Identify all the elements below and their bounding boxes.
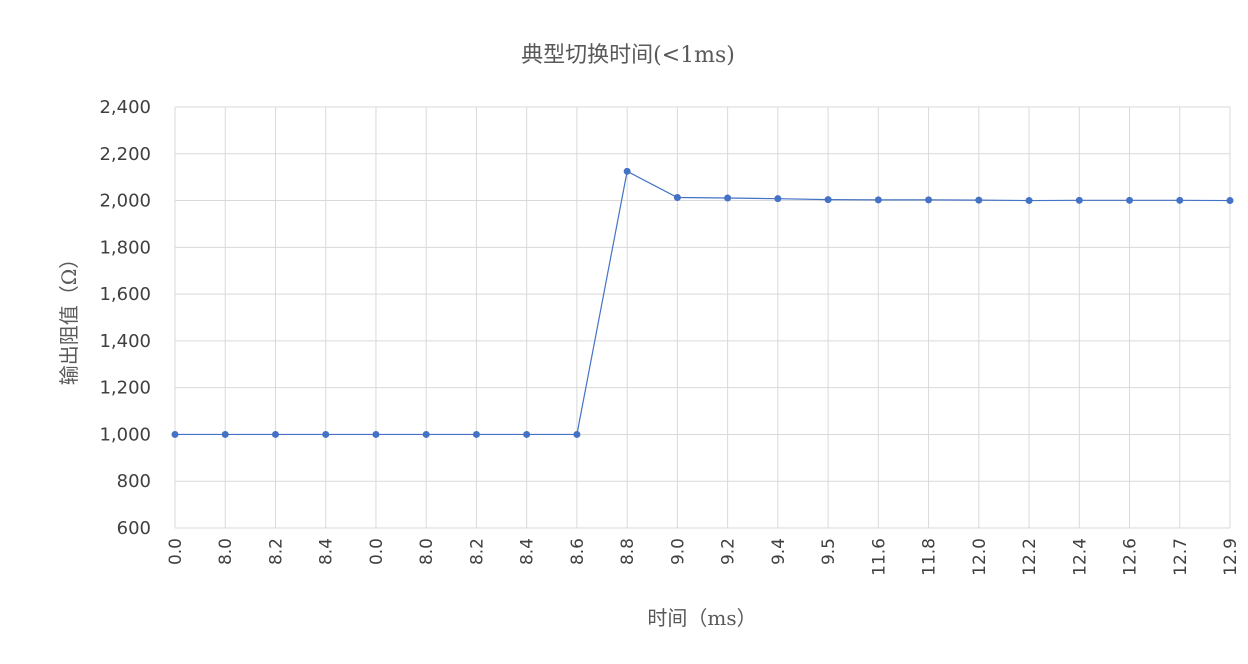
data-point: [774, 195, 782, 203]
x-tick-label: 12.4: [1070, 538, 1090, 576]
x-tick-label: 8.2: [266, 538, 286, 565]
chart-title: 典型切换时间(<1ms): [521, 43, 735, 68]
data-point: [171, 430, 179, 438]
y-tick-label: 2,400: [99, 97, 151, 118]
data-point: [1025, 197, 1033, 205]
y-tick-label: 1,400: [99, 331, 151, 352]
y-tick-label: 1,200: [99, 378, 151, 399]
x-tick-label: 8.6: [568, 538, 588, 565]
series: [171, 167, 1234, 438]
data-point: [221, 430, 229, 438]
x-axis-title: 时间（ms）: [647, 606, 756, 630]
y-tick-label: 2,000: [99, 191, 151, 212]
data-point: [472, 430, 480, 438]
y-tick-label: 1,600: [99, 284, 151, 305]
x-tick-label: 9.4: [769, 538, 789, 565]
data-point: [724, 194, 732, 202]
y-tick-label: 800: [117, 471, 151, 492]
x-tick-label: 8.0: [216, 538, 236, 565]
data-point: [1176, 196, 1184, 204]
x-tick-label: 12.6: [1121, 538, 1141, 576]
data-point: [824, 196, 832, 204]
x-tick-label: 0.0: [367, 538, 387, 565]
data-point: [1226, 197, 1234, 205]
y-axis-ticks: 600 800 1,000 1,200 1,400 1,600 1,800 2,000 2,20…: [99, 97, 151, 539]
x-tick-label: 9.2: [719, 538, 739, 565]
data-point: [271, 430, 279, 438]
y-tick-label: 1,800: [99, 237, 151, 258]
x-tick-label: 12.9: [1221, 538, 1241, 576]
series-line: [175, 170, 1231, 436]
x-tick-label: 12.2: [1020, 538, 1040, 576]
data-point: [573, 430, 581, 438]
grid: [174, 106, 1231, 529]
x-tick-label: 8.0: [417, 538, 437, 565]
x-tick-label: 12.7: [1171, 538, 1191, 576]
data-point: [422, 430, 430, 438]
y-tick-label: 600: [117, 518, 151, 539]
x-tick-label: 9.5: [819, 538, 839, 565]
x-tick-label: 11.6: [869, 538, 889, 576]
data-point: [322, 430, 330, 438]
x-tick-label: 8.4: [317, 538, 337, 565]
data-point: [523, 430, 531, 438]
x-tick-label: 0.0: [166, 538, 186, 565]
data-point: [372, 430, 380, 438]
x-tick-label: 12.0: [970, 538, 990, 576]
x-tick-label: 8.8: [618, 538, 638, 565]
data-point: [673, 194, 681, 202]
y-tick-label: 2,200: [99, 144, 151, 165]
data-point: [975, 196, 983, 204]
y-axis-title: 输出阻值（Ω）: [57, 249, 81, 386]
x-tick-label: 9.0: [668, 538, 688, 565]
data-point: [1075, 196, 1083, 204]
data-point: [1126, 196, 1134, 204]
data-point: [623, 167, 631, 175]
y-tick-label: 1,000: [99, 424, 151, 445]
x-axis-ticks: 0.0 8.0 8.2 8.4 0.0 8.0 8.2 8.4 8.6 8.8 9.0 9.2 9.4 9…: [166, 538, 1241, 576]
data-point: [874, 196, 882, 204]
x-tick-label: 8.2: [467, 538, 487, 565]
data-point: [925, 196, 933, 204]
x-tick-label: 8.4: [518, 538, 538, 565]
x-tick-label: 11.8: [920, 538, 940, 576]
